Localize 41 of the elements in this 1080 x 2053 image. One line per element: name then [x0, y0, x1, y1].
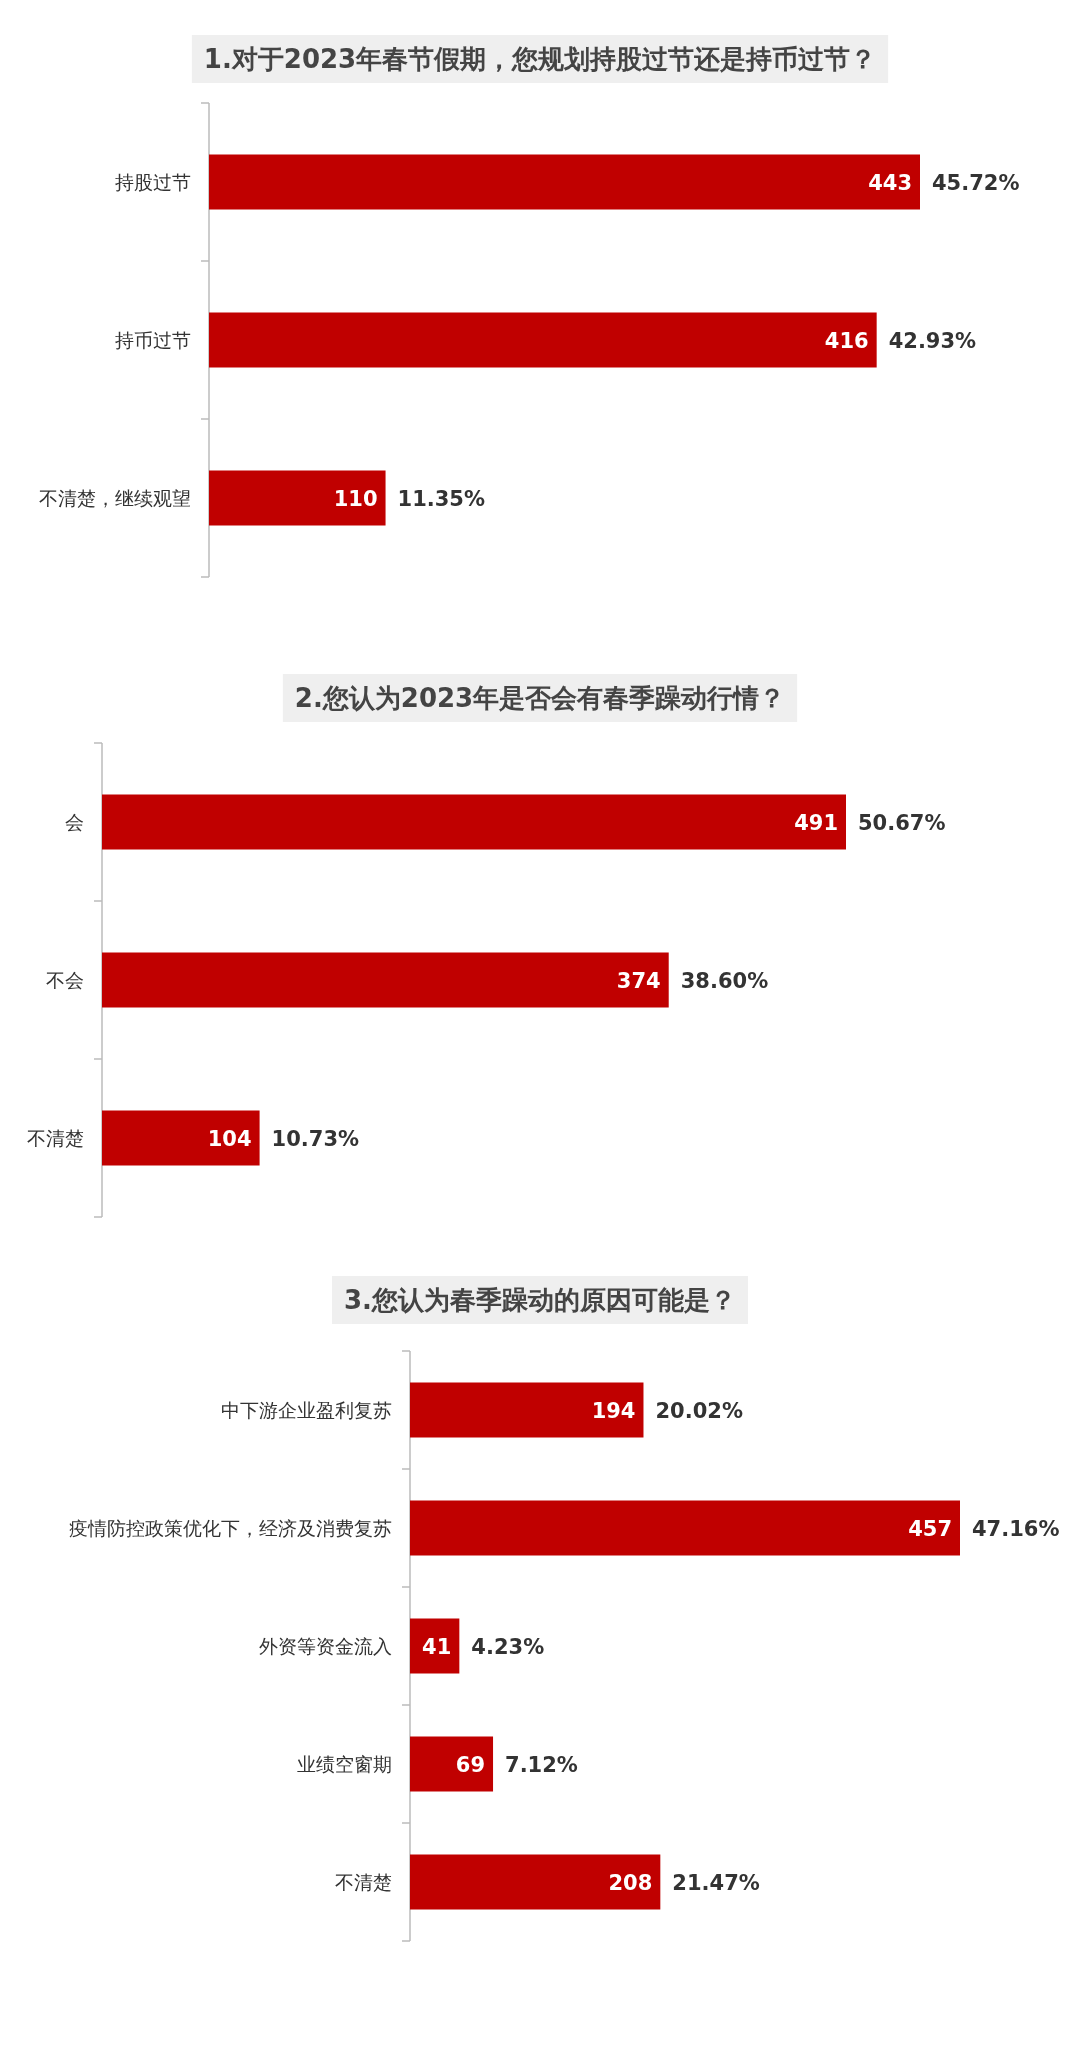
bar	[410, 1736, 494, 1792]
data-label: 443	[868, 171, 912, 195]
annotation: 42.93%	[888, 329, 977, 353]
data-label: 457	[908, 1517, 952, 1541]
annotation: 47.16%	[972, 1517, 1060, 1541]
annotation: 11.35%	[397, 487, 486, 511]
y-tick-label: 持股过节	[115, 171, 191, 193]
y-tick-label: 外资等资金流入	[259, 1635, 392, 1657]
y-tick-label: 不清楚	[27, 1127, 84, 1149]
y-tick-label: 不清楚	[335, 1871, 392, 1893]
bar	[410, 1618, 460, 1674]
data-label: 110	[333, 487, 378, 511]
data-label: 208	[608, 1871, 653, 1895]
annotation: 38.60%	[680, 969, 769, 993]
chart-title: 2.您认为2023年是否会有春季躁动行情？	[294, 683, 786, 713]
data-label: 69	[455, 1753, 486, 1777]
y-tick-label: 不清楚，继续观望	[39, 487, 191, 509]
y-tick-label: 中下游企业盈利复苏	[221, 1399, 392, 1421]
annotation: 4.23%	[471, 1635, 545, 1659]
annotation: 45.72%	[932, 171, 1020, 195]
data-label: 194	[591, 1399, 636, 1423]
bar	[410, 1382, 644, 1438]
annotation: 21.47%	[672, 1871, 760, 1895]
data-label: 104	[207, 1127, 252, 1151]
y-tick-label: 疫情防控政策优化下，经济及消费复苏	[69, 1517, 392, 1539]
chart-title: 1.对于2023年春节假期，您规划持股过节还是持币过节？	[203, 44, 877, 74]
y-tick-label: 业绩空窗期	[297, 1753, 392, 1775]
data-label: 491	[794, 811, 838, 835]
annotation: 10.73%	[271, 1127, 360, 1151]
annotation: 50.67%	[858, 811, 946, 835]
data-label: 374	[616, 969, 661, 993]
bar	[410, 1854, 661, 1910]
chart-title: 3.您认为春季躁动的原因可能是？	[344, 1285, 736, 1315]
data-label: 41	[422, 1635, 452, 1659]
y-tick-label: 持币过节	[115, 329, 191, 351]
annotation: 20.02%	[655, 1399, 743, 1423]
y-tick-label: 会	[65, 811, 84, 833]
annotation: 7.12%	[505, 1753, 578, 1777]
data-label: 416	[824, 329, 869, 353]
bar	[410, 1500, 960, 1556]
y-tick-label: 不会	[46, 969, 84, 991]
